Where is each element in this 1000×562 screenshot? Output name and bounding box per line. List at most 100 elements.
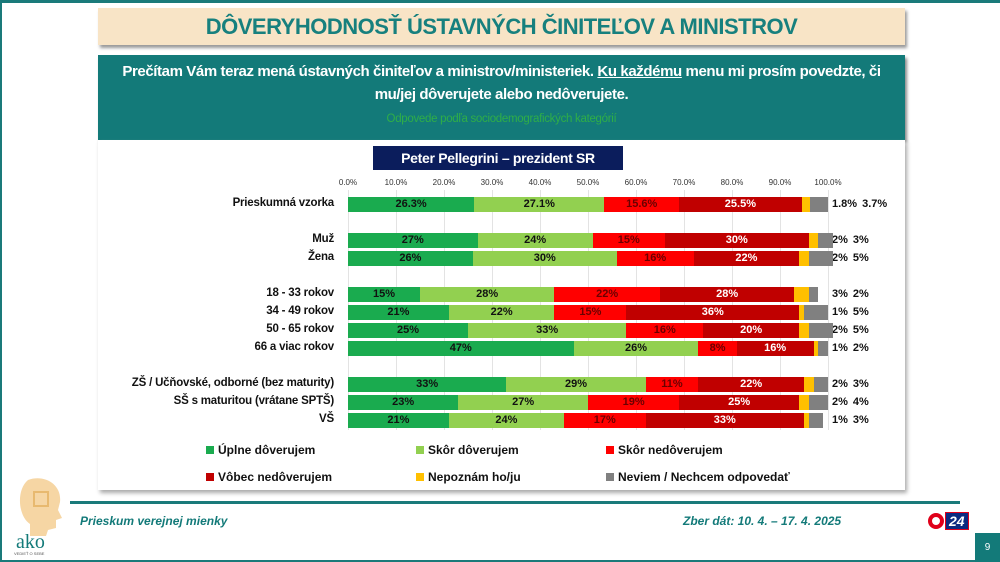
- legend-label: Skôr dôverujem: [428, 443, 519, 457]
- legend-item: Skôr nedôverujem: [606, 443, 723, 457]
- chart-title: Peter Pellegrini – prezident SR: [373, 146, 623, 170]
- legend-label: Vôbec nedôverujem: [218, 470, 333, 484]
- legend-item: Úplne dôverujem: [206, 443, 315, 457]
- data-label: 3%: [852, 234, 869, 246]
- x-tick-label: 70.0%: [672, 178, 696, 187]
- bar-segment: [799, 394, 809, 410]
- bar-segment: 21%: [348, 412, 449, 428]
- data-label: 2%: [832, 396, 848, 408]
- bar-segment: 30%: [472, 250, 617, 266]
- bar-segment: [799, 250, 809, 266]
- bar-segment: 15%: [348, 286, 420, 302]
- category-label: ZŠ / Učňovské, odborné (bez maturity): [131, 377, 334, 389]
- tv-logo-swirl-icon: [928, 513, 944, 529]
- question-subtitle: Odpovede podľa sociodemografických kateg…: [386, 113, 617, 125]
- bar-segment: [804, 376, 814, 392]
- category-label: 50 - 65 rokov: [266, 323, 334, 335]
- bar-segment: 22%: [698, 376, 804, 392]
- question-underlined: Ku každému: [597, 63, 682, 80]
- bar-segment: 28%: [660, 286, 795, 302]
- category-label: SŠ s maturitou (vrátane SPTŠ): [173, 395, 335, 407]
- bar-segment: 8%: [698, 340, 737, 356]
- bar-segment: 21%: [348, 304, 449, 320]
- tv-logo-text: 24: [945, 512, 969, 530]
- bar-segment: 29%: [506, 376, 646, 392]
- x-tick-label: 20.0%: [432, 178, 456, 187]
- legend-swatch: [606, 473, 614, 481]
- data-label: 1.8%: [832, 198, 858, 210]
- bar-segment: [794, 286, 809, 302]
- bar-segment: 24%: [448, 412, 564, 428]
- bar-segment: [799, 304, 804, 320]
- x-tick-label: 0.0%: [338, 178, 358, 187]
- bar-segment: 27.1%: [474, 196, 605, 212]
- legend-item: Nepoznám ho/ju: [416, 470, 521, 484]
- bar-segment: 33%: [468, 322, 627, 338]
- bar-segment: 16%: [616, 250, 694, 266]
- bar-segment: 23%: [348, 394, 459, 410]
- data-label: 1%: [832, 342, 848, 354]
- x-tick-label: 80.0%: [720, 178, 744, 187]
- category-label: Žena: [307, 251, 334, 263]
- bar-segment: [813, 376, 828, 392]
- tv24-logo: 24: [928, 512, 969, 530]
- bar-segment: [808, 412, 824, 428]
- bar-segment: 25%: [348, 322, 468, 338]
- legend-label: Nepoznám ho/ju: [428, 470, 521, 484]
- footer-divider: [70, 501, 960, 504]
- bar-segment: [810, 196, 828, 212]
- question-text: Prečítam Vám teraz mená ústavných činite…: [112, 60, 892, 106]
- bar-segment: 27%: [458, 394, 588, 410]
- bar-segment: [818, 232, 833, 248]
- bar-segment: 15%: [554, 304, 627, 320]
- bar-segment: 11%: [645, 376, 699, 392]
- bar-segment: [799, 322, 809, 338]
- data-label: 5%: [852, 324, 869, 336]
- data-label: 2%: [852, 342, 869, 354]
- bar-segment: 36%: [626, 304, 800, 320]
- bar-segment: 15%: [592, 232, 665, 248]
- data-label: 3%: [852, 378, 869, 390]
- category-label: 18 - 33 rokov: [266, 287, 334, 299]
- top-divider: [0, 0, 1000, 3]
- category-label: 34 - 49 rokov: [266, 305, 334, 317]
- data-label: 3.7%: [862, 198, 888, 210]
- data-label: 2%: [832, 252, 848, 264]
- question-text-2: menu mi prosím povedzte, či mu/jej dôver…: [374, 63, 881, 103]
- bar-segment: 20%: [703, 322, 800, 338]
- bar-segment: [808, 232, 819, 248]
- category-label: 66 a viac rokov: [254, 341, 335, 353]
- bar-segment: [801, 196, 811, 212]
- data-label: 5%: [852, 252, 869, 264]
- x-tick-label: 50.0%: [576, 178, 600, 187]
- legend-swatch: [206, 473, 214, 481]
- legend-swatch: [206, 446, 214, 454]
- footer-survey-label: Prieskum verejnej mienky: [80, 514, 228, 528]
- slide-title: DÔVERYHODNOSŤ ÚSTAVNÝCH ČINITEĽOV A MINI…: [98, 8, 905, 45]
- bar-segment: [808, 250, 833, 266]
- bar-segment: 17%: [564, 412, 646, 428]
- bar-segment: [813, 340, 819, 356]
- bar-segment: 47%: [348, 340, 574, 356]
- bar-segment: 16%: [626, 322, 704, 338]
- bar-segment: 28%: [420, 286, 555, 302]
- x-tick-label: 100.0%: [814, 178, 842, 187]
- bar-segment: 33%: [645, 412, 804, 428]
- legend-label: Neviem / Nechcem odpovedať: [618, 470, 790, 484]
- x-tick-label: 40.0%: [528, 178, 552, 187]
- legend-swatch: [416, 473, 424, 481]
- bar-segment: 16%: [736, 340, 814, 356]
- bar-segment: 25%: [679, 394, 800, 410]
- question-box: Prečítam Vám teraz mená ústavných činite…: [98, 55, 905, 140]
- bar-segment: 22%: [693, 250, 800, 266]
- bar-segment: 26%: [348, 250, 473, 266]
- data-label: 2%: [832, 234, 848, 246]
- data-label: 2%: [852, 288, 869, 300]
- question-text-1: Prečítam Vám teraz mená ústavných činite…: [122, 63, 598, 80]
- footer-date-range: Zber dát: 10. 4. – 17. 4. 2025: [683, 514, 842, 528]
- gridline: [828, 190, 829, 430]
- data-label: 5%: [852, 306, 869, 318]
- legend-swatch: [606, 446, 614, 454]
- bar-segment: 26%: [573, 340, 699, 356]
